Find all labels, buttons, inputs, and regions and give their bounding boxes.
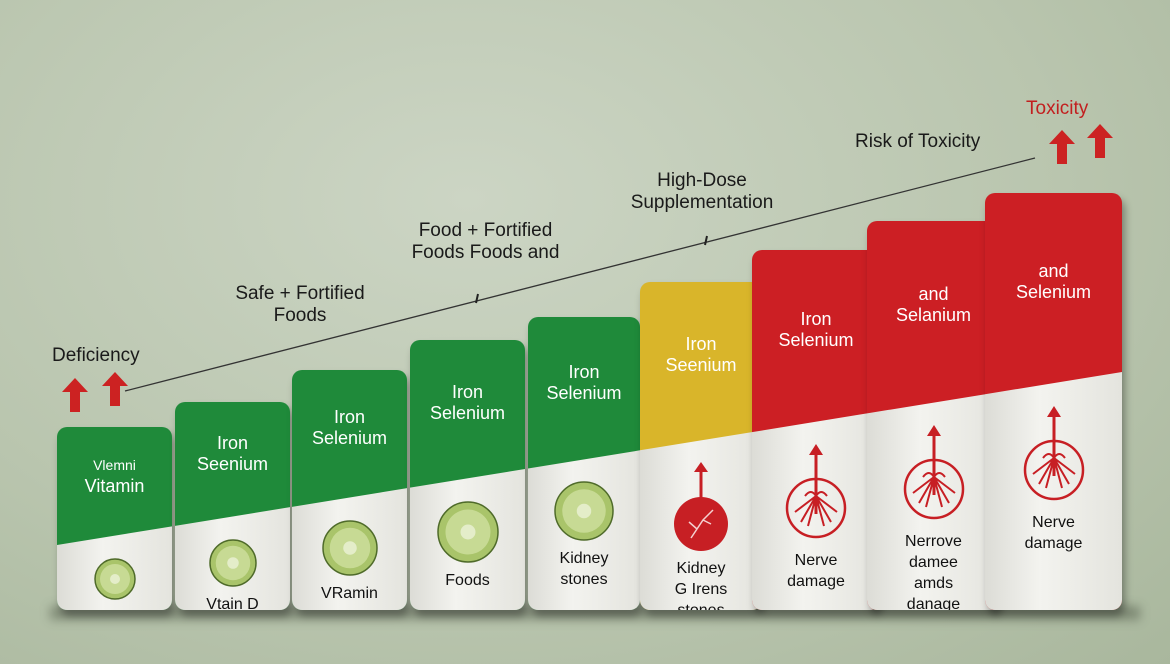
block-top-text: Vitamin [84, 475, 145, 496]
nerve-icon [781, 444, 851, 549]
block-bottom-text: Vtain D [206, 595, 259, 610]
block-top-label: Iron Seenium [640, 334, 762, 376]
block-bottom-label: Nerrove damee amds danage [867, 531, 1000, 610]
block-top-text: Selenium [778, 329, 854, 350]
cucumber-slice-icon [436, 500, 500, 569]
block-top-text: Selenium [429, 403, 506, 424]
block-bottom-text: Nerrove [905, 533, 962, 551]
block-top-text: Iron [800, 308, 832, 329]
block-top-label: Iron Selenium [410, 382, 525, 424]
safe-fortified-label: Safe + Fortified Foods [215, 283, 385, 327]
block-bottom-text: damage [1024, 535, 1083, 553]
block-top-text: Iron [333, 407, 366, 428]
block-bottom-text: stones [560, 571, 608, 589]
block-bottom-label: Kidney stones [528, 548, 640, 590]
block-top-label: and Selanium [867, 284, 1000, 326]
block-top-text: and [918, 284, 949, 305]
block-top-text: Iron [685, 334, 717, 355]
high-dose-line-1: High-Dose [657, 170, 747, 191]
food-line-2: Foods Foods and [411, 242, 560, 263]
safe-line-1: Safe + Fortified [235, 283, 365, 304]
high-dose-line-2: Supplementation [630, 192, 774, 213]
block-top-text: Vlemni [93, 456, 136, 473]
nutrient-block: Iron Selenium VRamin [292, 370, 407, 610]
block-top-text: Iron [451, 382, 484, 403]
block-top-text: Iron [216, 432, 249, 453]
nutrient-block: Iron Seenium Vtain D [175, 402, 290, 610]
nutrient-block: Iron Selenium Kidney stones [528, 317, 640, 610]
kidney-icon [673, 462, 729, 557]
block-top-text: Selenium [546, 382, 622, 403]
nutrient-block: and Selanium Nerrove damee amds danage [867, 221, 1000, 610]
block-top-label: Vlemni Vitamin [57, 455, 172, 497]
block-top-label: Iron Selenium [752, 309, 880, 351]
block-bottom-label: Foods [410, 570, 525, 591]
block-top-label: Iron Selenium [292, 407, 407, 449]
block-bottom-text: Foods [445, 571, 490, 589]
block-bottom-label: Vtain D [175, 594, 290, 610]
block-bottom-text: Nerve [794, 552, 838, 570]
block-bottom-text: amds [913, 575, 954, 593]
block-top-text: Selanium [895, 305, 972, 326]
block-top-text: Iron [568, 361, 600, 382]
block-bottom-label: Kidney G Irensstones [640, 558, 762, 610]
block-top-text: Selenium [311, 428, 388, 449]
block-bottom-text: VRamin [321, 584, 378, 602]
nerve-icon [899, 425, 969, 530]
cucumber-slice-icon [321, 519, 379, 582]
nutrient-block: Iron Selenium Nerve damage [752, 250, 880, 610]
food-fortified-label: Food + Fortified Foods Foods and [398, 220, 573, 264]
toxicity-label: Toxicity [1026, 98, 1089, 119]
block-bottom-text: Vieatin A [57, 607, 172, 610]
block-bottom-label: Nerve damage [752, 550, 880, 592]
block-bottom-text: damage [787, 573, 845, 591]
safe-line-2: Foods [273, 305, 327, 326]
food-line-1: Food + Fortified [418, 220, 553, 241]
block-top-label: and Selenium [985, 261, 1122, 303]
block-top-text: Selenium [1015, 281, 1092, 302]
block-bottom-label: Vieatin A [57, 607, 172, 610]
cucumber-slice-icon [553, 480, 615, 547]
block-bottom-text: Kidney [559, 550, 609, 568]
block-top-text: and [1038, 260, 1069, 281]
block-bottom-label: Nerve damage [985, 512, 1122, 554]
nutrient-block: Vlemni Vitamin Vieatin A [57, 427, 172, 610]
block-top-text: Seenium [665, 355, 737, 376]
block-bottom-text: G Irens [674, 581, 728, 599]
block-bottom-text: danage [906, 596, 961, 610]
deficiency-label: Deficiency [52, 345, 140, 366]
nerve-icon [1019, 406, 1089, 511]
block-bottom-text: damee [909, 554, 958, 572]
block-top-label: Iron Seenium [175, 433, 290, 475]
nutrient-block: and Selenium Nerve damage [985, 193, 1122, 610]
block-bottom-text: stones [640, 600, 762, 610]
risk-of-toxicity-label: Risk of Toxicity [855, 131, 981, 152]
cucumber-slice-icon [208, 538, 258, 593]
block-top-text: Seenium [196, 453, 269, 474]
block-top-label: Iron Selenium [528, 362, 640, 404]
high-dose-label: High-Dose Supplementation [612, 170, 792, 214]
nutrient-block: Iron Selenium Foods [410, 340, 525, 610]
block-bottom-text: Kidney [676, 560, 726, 578]
block-bottom-text: Nerve [1032, 514, 1075, 532]
block-bottom-label: VRamin [292, 583, 407, 604]
cucumber-slice-icon [93, 557, 137, 606]
